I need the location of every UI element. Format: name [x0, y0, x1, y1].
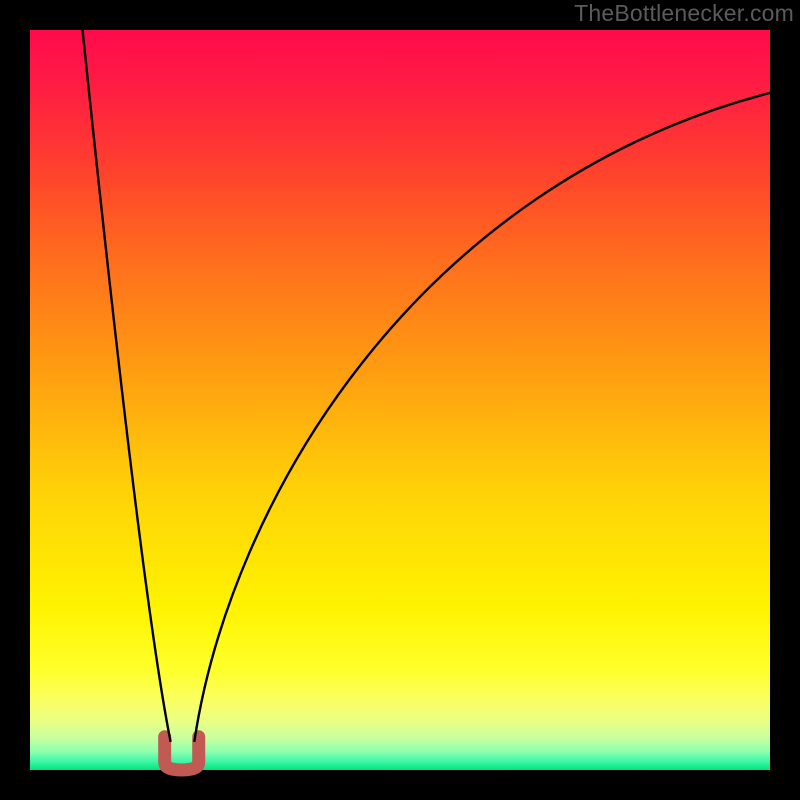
watermark-text: TheBottlenecker.com [574, 0, 794, 27]
chart-svg [0, 0, 800, 800]
plot-gradient-background [30, 30, 770, 770]
figure-root: TheBottlenecker.com [0, 0, 800, 800]
